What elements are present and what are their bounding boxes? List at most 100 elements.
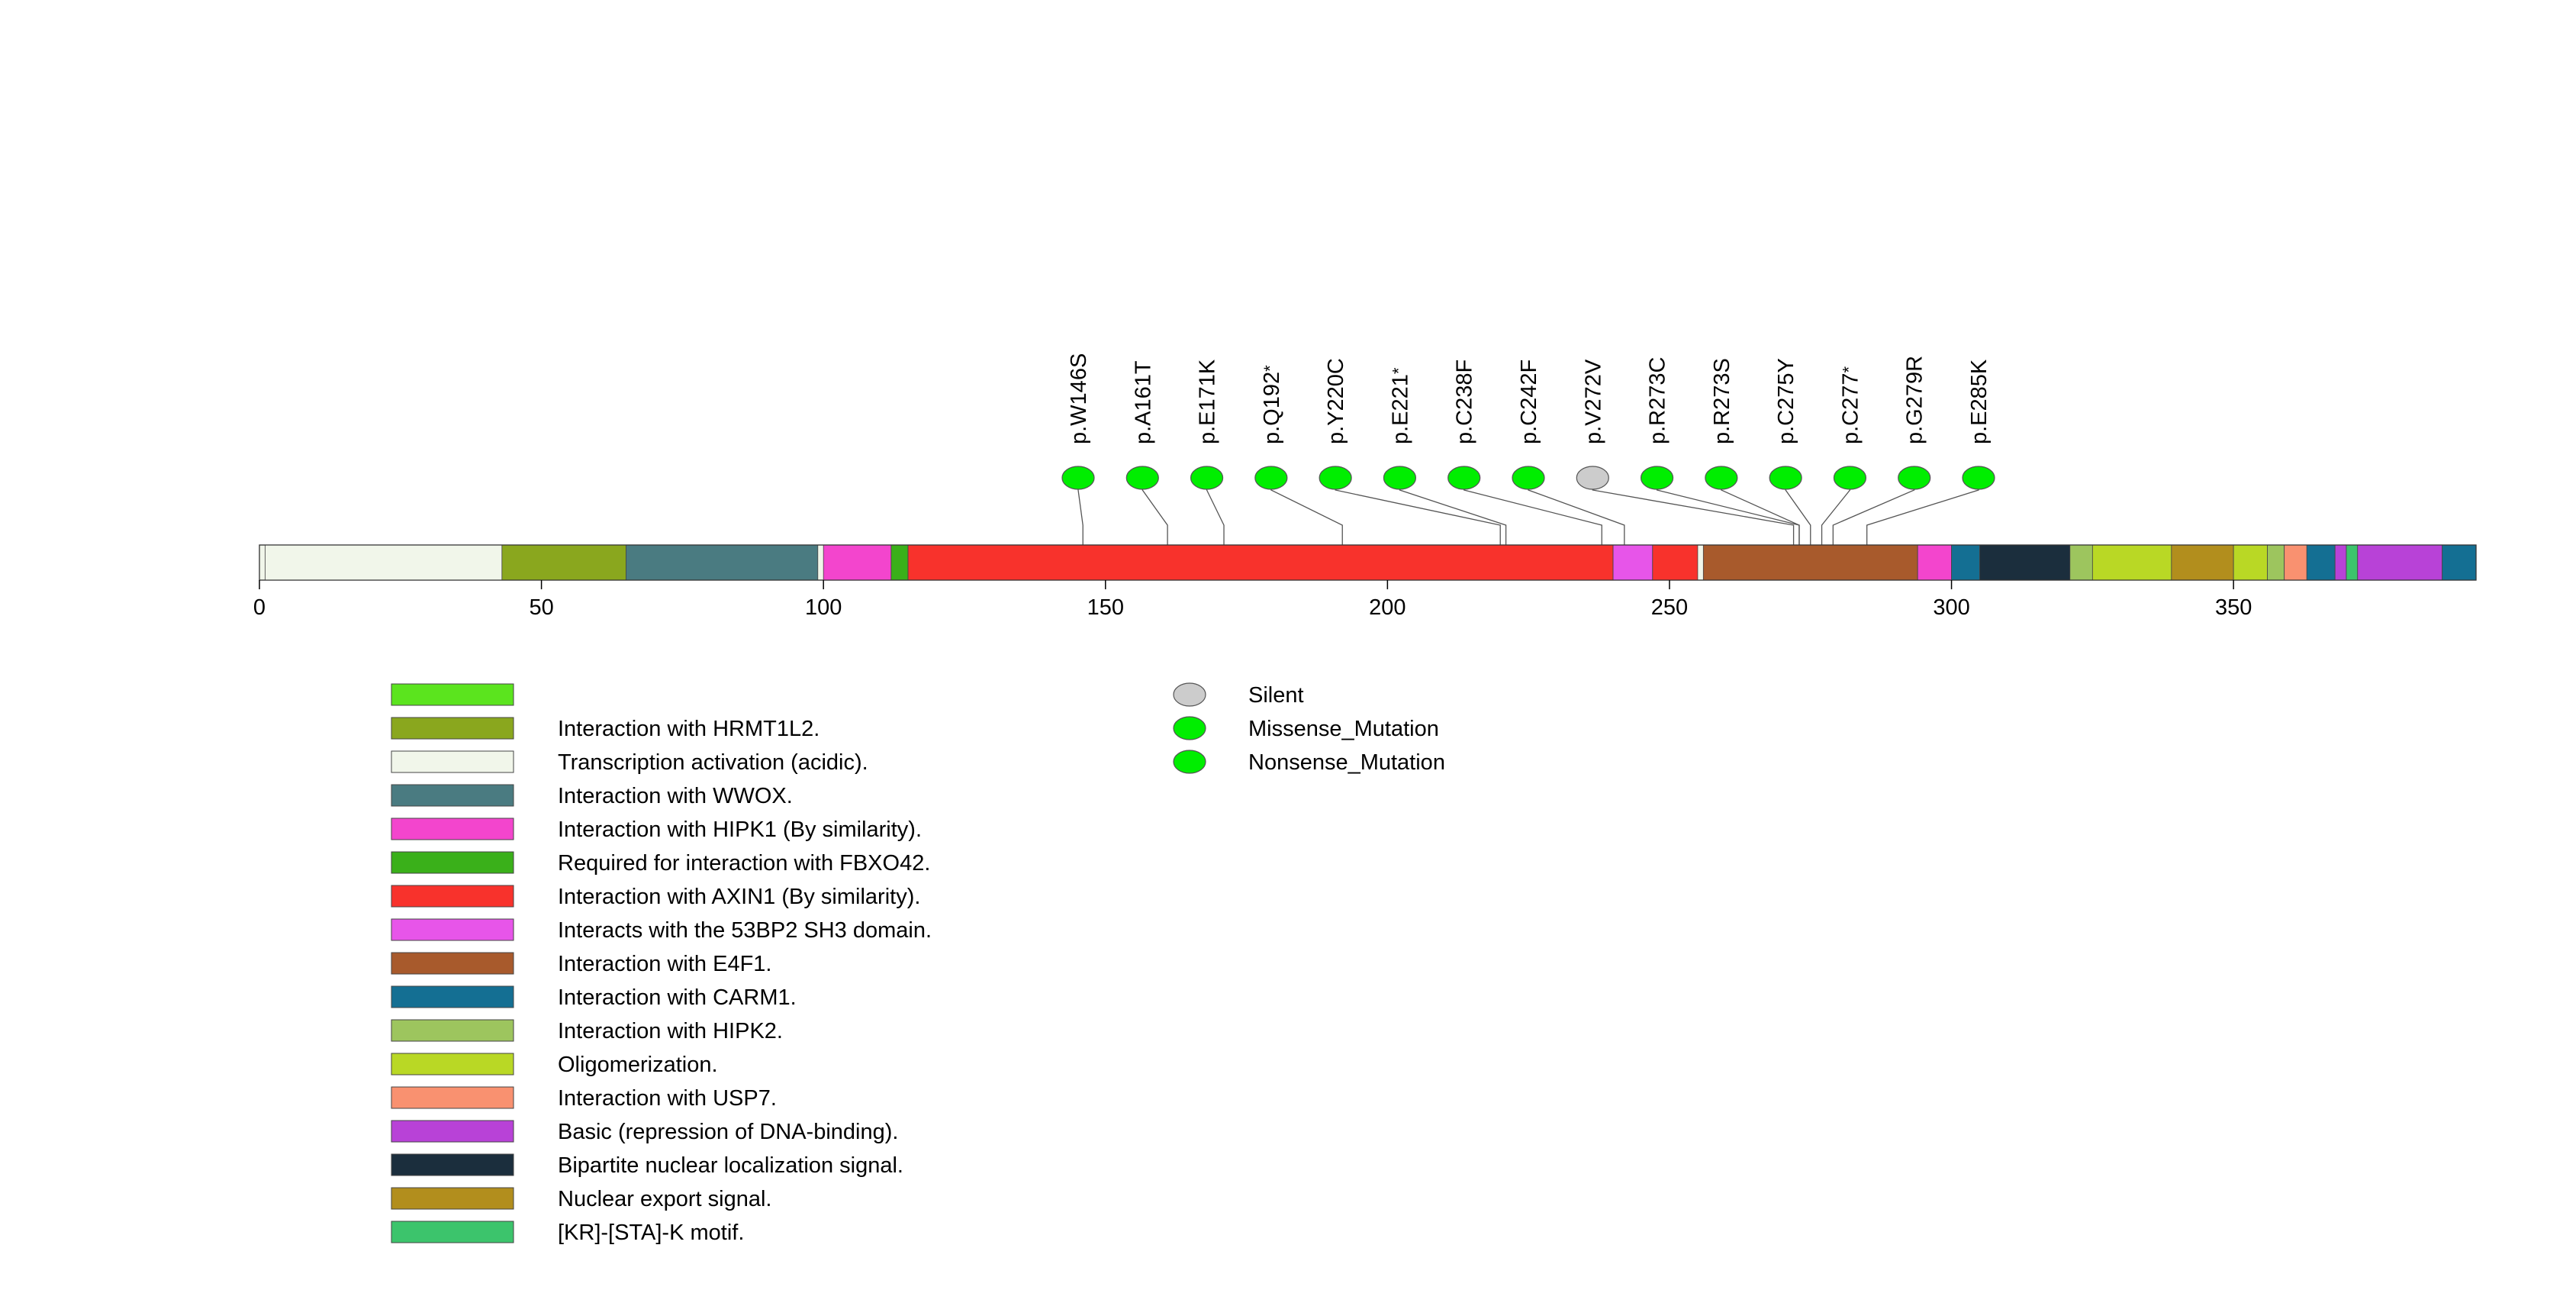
domain-segment	[2069, 544, 2093, 581]
legend-swatch	[391, 1153, 514, 1176]
mutation-type-legend: Silent Missense_Mutation Nonsense_Mutation	[1173, 682, 1445, 775]
domain-segment	[501, 544, 626, 581]
domain-segment	[1702, 544, 1918, 581]
domain-segment	[1612, 544, 1653, 581]
mutation-connector	[1399, 478, 1507, 545]
legend-mutation-label: Missense_Mutation	[1248, 717, 1439, 741]
domain-segment	[1979, 544, 2071, 581]
x-tick-label: 50	[529, 595, 553, 620]
domain-segment	[823, 544, 892, 581]
x-tick-label: 150	[1087, 595, 1124, 620]
legend-swatch	[391, 683, 514, 706]
domain-segment	[2284, 544, 2307, 581]
mutation-connector	[1335, 478, 1501, 545]
mutation-label: p.C238F	[1453, 360, 1477, 444]
legend-swatch	[391, 1120, 514, 1143]
legend-swatch	[391, 985, 514, 1008]
legend-swatch	[391, 885, 514, 908]
mutation-label: p.C275Y	[1774, 358, 1798, 444]
protein-domain-track	[259, 544, 2477, 581]
mutation-label: p.Y220C	[1324, 358, 1348, 444]
legend-label: Interaction with CARM1.	[558, 985, 797, 1010]
x-tick-label: 100	[805, 595, 842, 620]
mutation-head	[1319, 466, 1352, 490]
domain-segment	[2306, 544, 2336, 581]
mutation-label: p.R273C	[1646, 357, 1670, 444]
legend-swatch	[391, 818, 514, 840]
legend-label: Interaction with HRMT1L2.	[558, 717, 819, 741]
mutation-head	[1962, 466, 1995, 490]
mutation-label: p.E171K	[1196, 359, 1220, 444]
mutation-head	[1705, 466, 1738, 490]
legend-mutation-label: Silent	[1248, 683, 1304, 708]
x-tick-label: 350	[2215, 595, 2252, 620]
mutation-head	[1640, 466, 1674, 490]
legend-label: Oligomerization.	[558, 1053, 718, 1077]
mutation-label: p.C277*	[1838, 366, 1863, 444]
domain-segment	[264, 544, 503, 581]
legend-swatch	[391, 750, 514, 773]
legend-swatch	[391, 784, 514, 807]
legend-label: Interaction with HIPK2.	[558, 1019, 783, 1043]
domain-segment	[626, 544, 819, 581]
mutation-label: p.R273S	[1710, 358, 1734, 444]
legend-label: Interacts with the 53BP2 SH3 domain.	[558, 918, 932, 943]
mutation-head	[1383, 466, 1417, 490]
domain-segment	[2233, 544, 2268, 581]
x-axis: 0 50 100 150 200 250 300 350	[253, 580, 2252, 620]
legend-swatch	[391, 1053, 514, 1076]
legend-label: Transcription activation (acidic).	[558, 750, 868, 775]
legend-label: Nuclear export signal.	[558, 1187, 771, 1211]
mutation-head	[1061, 466, 1095, 490]
domain-segment	[2171, 544, 2234, 581]
nonsense-star: *	[1389, 367, 1408, 374]
domain-segment	[1917, 544, 1952, 581]
mutation-head	[1447, 466, 1481, 490]
legend-label: Interaction with E4F1.	[558, 952, 771, 976]
domain-segment	[2267, 544, 2285, 581]
mutation-head	[1898, 466, 1931, 490]
legend-mutation-label: Nonsense_Mutation	[1248, 750, 1445, 775]
protein-outline	[259, 544, 2477, 581]
x-tick-label: 200	[1369, 595, 1406, 620]
domain-segment	[1652, 544, 1699, 581]
mutation-connector	[1528, 478, 1625, 545]
mutation-label: p.W146S	[1067, 353, 1091, 444]
x-tick-label: 250	[1651, 595, 1688, 620]
domain-segment	[907, 544, 1614, 581]
legend-label: Basic (repression of DNA-binding).	[558, 1120, 898, 1144]
mutation-head	[1576, 466, 1609, 490]
legend-label: Interaction with HIPK1 (By similarity).	[558, 818, 922, 842]
legend-label: Interaction with USP7.	[558, 1086, 777, 1111]
mutation-label: p.Q192*	[1260, 365, 1284, 444]
domain-legend: Interaction with HRMT1L2. Transcription a…	[391, 683, 932, 1245]
mutation-head	[1769, 466, 1802, 490]
domain-segment	[2442, 544, 2477, 581]
legend-label: Interaction with WWOX.	[558, 784, 793, 808]
mutation-connector	[1592, 478, 1795, 545]
domain-segment	[2091, 544, 2172, 581]
mutation-label: p.C242F	[1517, 360, 1541, 444]
mutation-head	[1190, 466, 1224, 490]
legend-swatch	[391, 1221, 514, 1243]
nonsense-star: *	[1839, 366, 1858, 372]
mutation-head	[1512, 466, 1545, 490]
mutation-head	[1833, 466, 1867, 490]
legend-swatch	[391, 851, 514, 874]
legend-label: [KR]-[STA]-K motif.	[558, 1221, 744, 1245]
mutation-label: p.A161T	[1131, 360, 1155, 444]
legend-mutation-marker	[1173, 750, 1206, 774]
x-tick-label: 0	[253, 595, 266, 620]
mutation-head	[1125, 466, 1159, 490]
legend-mutation-marker	[1173, 682, 1206, 707]
legend-mutation-marker	[1173, 716, 1206, 740]
legend-swatch	[391, 1019, 514, 1042]
domain-segment	[890, 544, 909, 581]
mutation-label: p.E285K	[1967, 359, 1992, 444]
mutation-label: p.E221*	[1388, 367, 1412, 444]
legend-swatch	[391, 918, 514, 941]
mutation-lollipops: p.W146S p.A161T p.E171K p.Q192* p.Y220C p.E22…	[1061, 353, 1995, 490]
mutation-label: p.V272V	[1581, 359, 1605, 444]
domain-segment	[2334, 544, 2347, 581]
